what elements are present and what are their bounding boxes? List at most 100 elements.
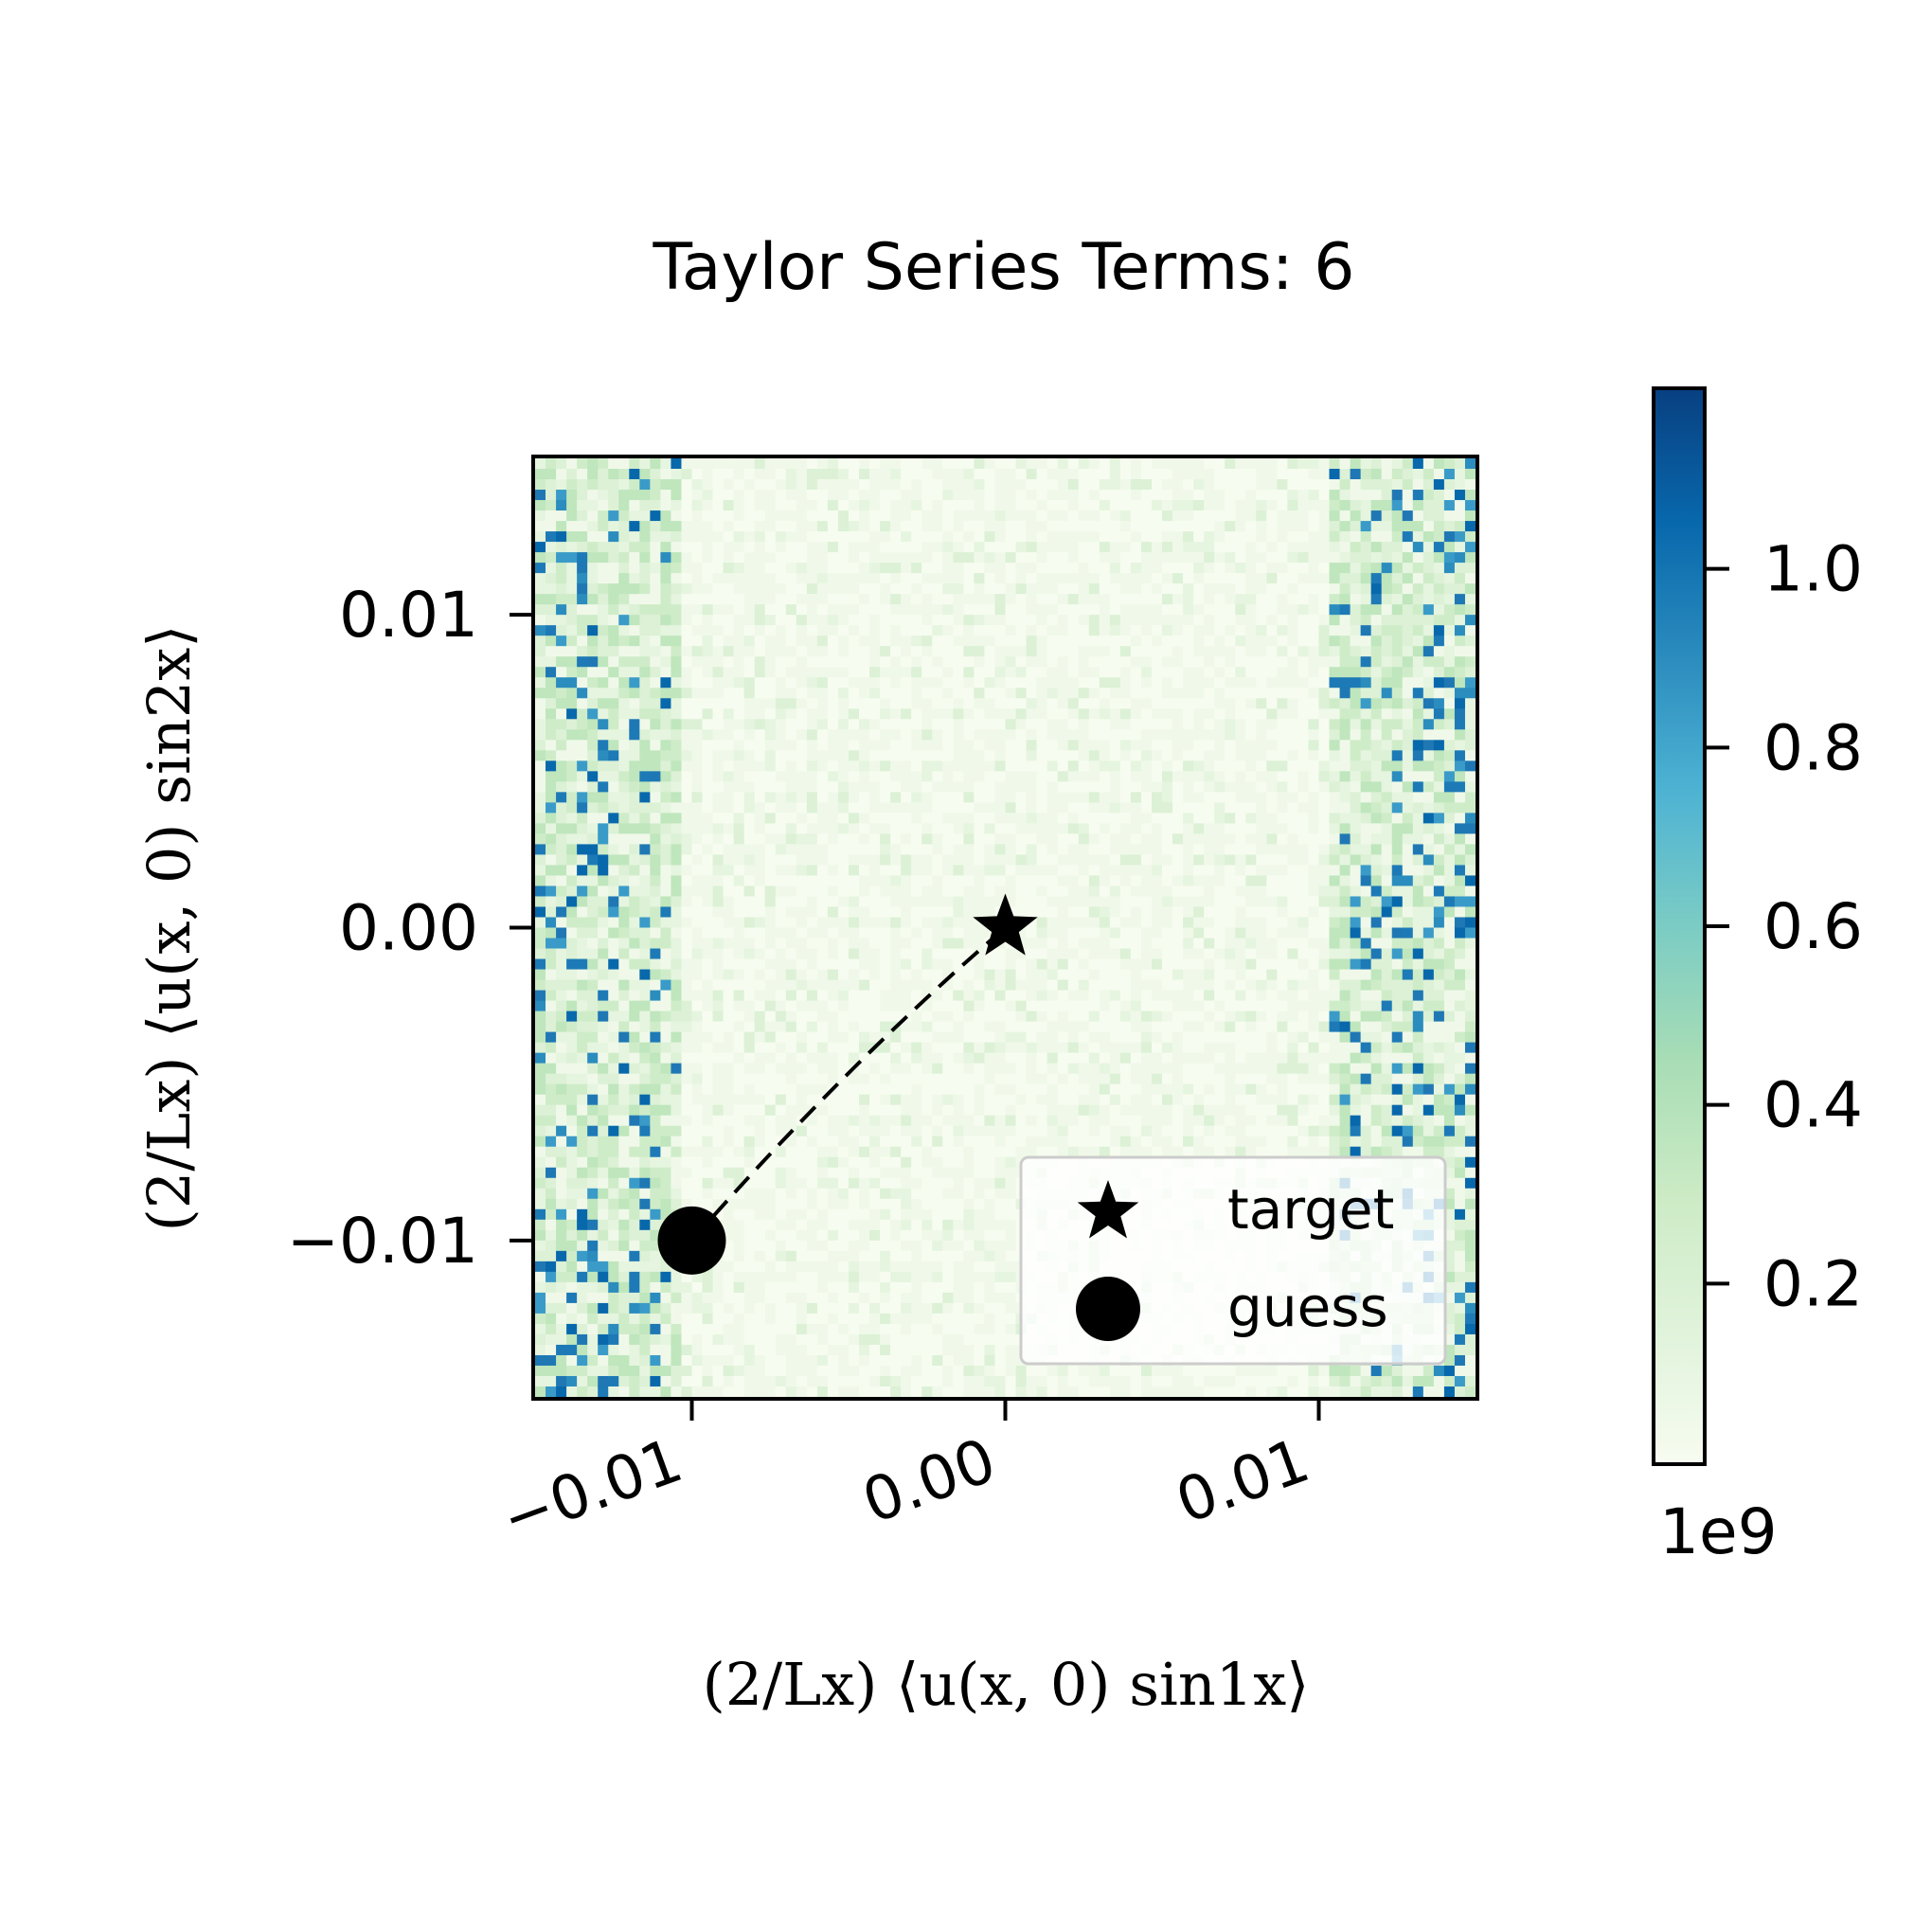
heatmap-cell (775, 938, 787, 950)
heatmap-cell (994, 1136, 1007, 1148)
heatmap-cell (869, 1104, 881, 1117)
heatmap-cell (650, 781, 661, 793)
heatmap-cell (942, 1115, 954, 1127)
heatmap-cell (629, 563, 640, 574)
heatmap-cell (974, 802, 986, 814)
heatmap-cell (608, 1250, 619, 1262)
heatmap-cell (733, 1354, 745, 1367)
heatmap-cell (984, 1125, 996, 1137)
heatmap-cell (608, 948, 619, 960)
heatmap-cell (712, 635, 724, 647)
heatmap-cell (837, 1281, 850, 1294)
heatmap-cell (1046, 615, 1059, 626)
heatmap-cell (681, 1063, 693, 1075)
heatmap-cell (890, 1219, 902, 1231)
heatmap-cell (723, 719, 735, 730)
heatmap-cell (880, 1313, 891, 1325)
heatmap-cell (901, 1261, 912, 1273)
heatmap-cell (598, 792, 609, 803)
heatmap-cell (1046, 896, 1059, 908)
heatmap-cell (1109, 635, 1121, 647)
heatmap-cell (608, 1344, 619, 1356)
heatmap-cell (1046, 563, 1059, 574)
heatmap-cell (723, 1011, 735, 1023)
heatmap-cell (806, 1292, 818, 1304)
heatmap-cell (681, 958, 693, 971)
heatmap-cell (869, 917, 881, 929)
heatmap-cell (743, 1167, 756, 1179)
heatmap-cell (598, 1146, 609, 1158)
heatmap-cell (816, 1271, 829, 1283)
heatmap-cell (827, 573, 839, 584)
heatmap-cell (556, 1333, 567, 1346)
heatmap-cell (849, 656, 860, 668)
heatmap-cell (546, 1198, 557, 1210)
heatmap-cell (921, 844, 933, 856)
heatmap-cell (984, 823, 996, 834)
heatmap-cell (556, 1136, 567, 1148)
heatmap-cell (880, 583, 891, 595)
heatmap-cell (1099, 1125, 1111, 1137)
heatmap-cell (932, 917, 943, 929)
heatmap-cell (953, 1219, 964, 1231)
heatmap-cell (1067, 1386, 1080, 1398)
heatmap-cell (733, 1281, 745, 1294)
heatmap-cell (671, 1042, 683, 1054)
heatmap-cell (1036, 635, 1048, 647)
heatmap-cell (639, 500, 651, 511)
heatmap-cell (650, 1125, 661, 1137)
heatmap-cell (796, 875, 808, 887)
heatmap-cell (974, 750, 986, 761)
heatmap-cell (816, 1156, 829, 1169)
heatmap-cell (577, 875, 588, 887)
heatmap-cell (691, 823, 704, 834)
heatmap-cell (691, 760, 704, 772)
heatmap-cell (880, 1333, 891, 1346)
heatmap-cell (963, 854, 975, 867)
heatmap-cell (953, 927, 964, 939)
heatmap-cell (984, 1323, 996, 1335)
heatmap-cell (1057, 1031, 1069, 1044)
heatmap-cell (796, 990, 808, 1002)
heatmap-cell (994, 677, 1007, 689)
heatmap-cell (546, 1302, 557, 1315)
heatmap-cell (650, 1177, 661, 1190)
heatmap-cell (953, 625, 964, 636)
heatmap-cell (1078, 1094, 1090, 1106)
heatmap-cell (1099, 1365, 1111, 1377)
heatmap-cell (566, 865, 578, 877)
heatmap-cell (1099, 1386, 1111, 1398)
heatmap-cell (764, 958, 777, 971)
heatmap-cell (618, 510, 630, 522)
heatmap-cell (974, 552, 986, 564)
heatmap-cell (921, 1188, 933, 1200)
heatmap-cell (1057, 531, 1069, 543)
heatmap-cell (546, 1344, 557, 1356)
heatmap-cell (806, 1354, 818, 1367)
heatmap-cell (650, 1354, 661, 1367)
heatmap-cell (963, 698, 975, 709)
heatmap-cell (869, 1240, 881, 1252)
heatmap-cell (785, 1000, 797, 1012)
heatmap-cell (733, 813, 745, 824)
heatmap-cell (566, 927, 578, 939)
heatmap-cell (880, 833, 891, 846)
heatmap-cell (921, 1115, 933, 1127)
heatmap-cell (785, 1073, 797, 1085)
heatmap-cell (754, 1031, 766, 1044)
heatmap-cell (1026, 656, 1038, 668)
heatmap-cell (546, 1313, 557, 1325)
heatmap-cell (880, 865, 891, 877)
heatmap-cell (587, 760, 599, 772)
heatmap-cell (723, 771, 735, 782)
heatmap-cell (743, 802, 756, 814)
heatmap-cell (921, 1125, 933, 1137)
heatmap-cell (608, 1386, 619, 1398)
heatmap-cell (775, 719, 787, 730)
heatmap-cell (671, 1063, 683, 1075)
heatmap-cell (1088, 979, 1100, 992)
heatmap-cell (994, 510, 1007, 522)
heatmap-cell (660, 479, 672, 491)
heatmap-cell (901, 1323, 912, 1335)
heatmap-cell (816, 594, 829, 605)
